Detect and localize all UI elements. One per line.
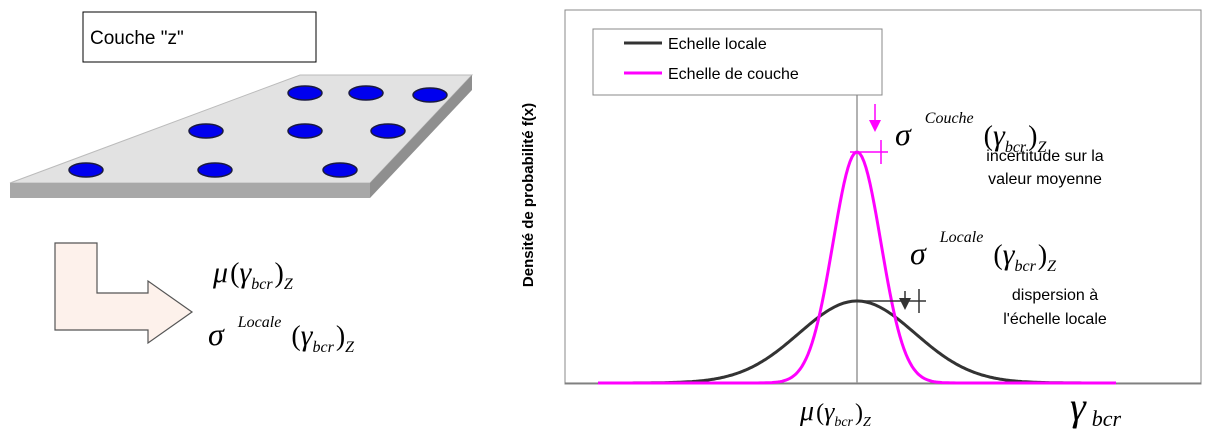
x-axis-label: γ bcr	[1070, 384, 1122, 431]
legend-label: Echelle locale	[668, 36, 767, 53]
slab-side	[370, 75, 472, 198]
inclusions	[68, 85, 448, 178]
layer-note: incertitude sur la	[986, 148, 1103, 165]
x-mean-label: μ(γbcr)Z	[799, 396, 871, 430]
mean-formula: μ(γbcr)Z	[212, 256, 294, 293]
local-sigma-arrowhead	[899, 298, 911, 310]
local-note: l'échelle locale	[1003, 311, 1107, 328]
local-note: dispersion à	[1012, 287, 1098, 304]
y-axis-label: Densité de probabilité f(x)	[520, 103, 537, 287]
legend	[592, 28, 883, 96]
layer-formula: σ Couche(γbcr)Z	[895, 110, 1047, 156]
layer-label: Couche "z"	[90, 28, 184, 49]
slab-front	[10, 183, 370, 198]
layer-note: valeur moyenne	[988, 171, 1102, 188]
legend-label: Echelle de couche	[668, 66, 799, 83]
output-arrow	[54, 242, 194, 345]
layer-label-box	[82, 11, 317, 63]
layer-sigma-arrowhead	[869, 120, 881, 132]
